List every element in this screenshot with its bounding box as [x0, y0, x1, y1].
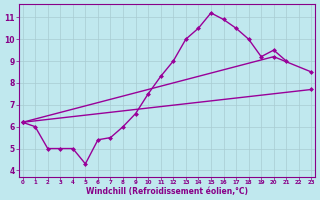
X-axis label: Windchill (Refroidissement éolien,°C): Windchill (Refroidissement éolien,°C) — [86, 187, 248, 196]
